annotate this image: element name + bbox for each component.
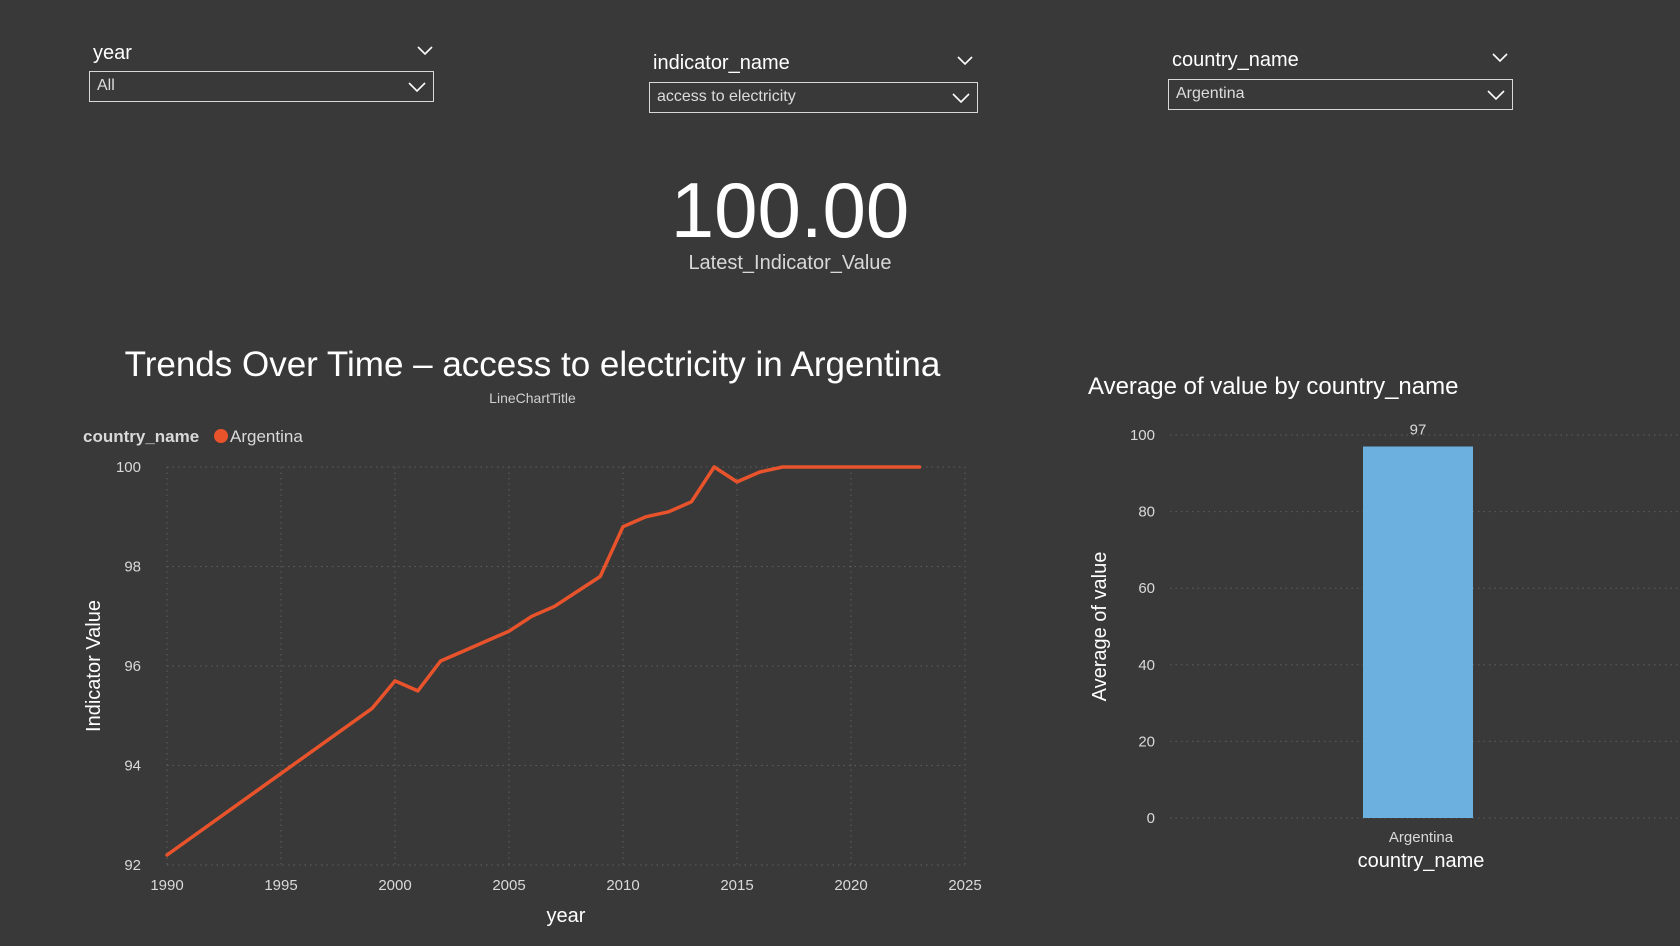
chevron-down-icon bbox=[1487, 90, 1505, 101]
chevron-down-icon[interactable] bbox=[956, 54, 974, 68]
legend-marker bbox=[214, 429, 228, 443]
y-tick-label: 98 bbox=[124, 559, 141, 576]
x-axis-label: year bbox=[547, 905, 586, 927]
year-dropdown-value: All bbox=[97, 77, 115, 94]
chevron-down-icon[interactable] bbox=[1491, 51, 1509, 65]
country-dropdown[interactable]: Argentina bbox=[1168, 79, 1513, 110]
y-tick-label: 96 bbox=[124, 658, 141, 675]
kpi-label: Latest_Indicator_Value bbox=[688, 252, 892, 274]
y-axis-label: Indicator Value bbox=[83, 600, 105, 732]
y-tick-label: 60 bbox=[1138, 580, 1155, 597]
legend-title: country_name bbox=[83, 427, 199, 446]
x-tick-label: Argentina bbox=[1389, 829, 1454, 846]
line-chart-title: Trends Over Time – access to electricity… bbox=[124, 345, 941, 384]
country-slicer-header[interactable]: country_name bbox=[1167, 45, 1513, 75]
x-tick-label: 2020 bbox=[834, 877, 867, 894]
chevron-down-icon bbox=[952, 93, 970, 104]
country-slicer: country_name Argentina bbox=[1167, 45, 1513, 110]
bar-chart[interactable]: 0 20 40 60 80 100 97 Argentina country_name Avera… bbox=[1080, 410, 1680, 890]
y-tick-label: 0 bbox=[1147, 810, 1155, 827]
year-slicer: year All bbox=[88, 38, 434, 102]
year-dropdown[interactable]: All bbox=[89, 71, 434, 102]
chevron-down-icon bbox=[408, 82, 426, 93]
indicator-dropdown-value: access to electricity bbox=[657, 88, 796, 105]
year-slicer-title: year bbox=[93, 42, 132, 64]
x-tick-label: 1990 bbox=[150, 877, 183, 894]
chevron-down-icon[interactable] bbox=[416, 44, 434, 58]
x-tick-label: 2010 bbox=[606, 877, 639, 894]
y-axis-label: Average of value bbox=[1089, 552, 1111, 702]
indicator-slicer-title: indicator_name bbox=[653, 52, 790, 74]
y-tick-label: 80 bbox=[1138, 504, 1155, 521]
indicator-dropdown[interactable]: access to electricity bbox=[649, 82, 978, 113]
x-tick-label: 1995 bbox=[264, 877, 297, 894]
x-tick-label: 2000 bbox=[378, 877, 411, 894]
country-dropdown-value: Argentina bbox=[1176, 85, 1245, 102]
y-tick-label: 20 bbox=[1138, 733, 1155, 750]
legend-item[interactable]: Argentina bbox=[230, 427, 303, 446]
data-label: 97 bbox=[1410, 421, 1427, 438]
kpi-value: 100.00 bbox=[670, 166, 910, 254]
series-line-argentina bbox=[165, 465, 922, 857]
indicator-slicer-header[interactable]: indicator_name bbox=[648, 48, 978, 78]
x-axis-label: country_name bbox=[1358, 850, 1485, 872]
y-tick-label: 40 bbox=[1138, 657, 1155, 674]
x-tick-label: 2005 bbox=[492, 877, 525, 894]
x-tick-label: 2025 bbox=[948, 877, 981, 894]
indicator-slicer: indicator_name access to electricity bbox=[648, 48, 978, 113]
bar-chart-title: Average of value by country_name bbox=[1088, 373, 1459, 400]
bar-argentina bbox=[1363, 446, 1473, 818]
line-chart-subtitle: LineChartTitle bbox=[489, 390, 576, 406]
y-tick-label: 100 bbox=[116, 459, 141, 476]
line-chart[interactable]: country_name Argentina 1990 1995 2000 2005 2… bbox=[0, 410, 1040, 930]
y-tick-label: 100 bbox=[1130, 427, 1155, 444]
y-tick-label: 94 bbox=[124, 758, 141, 775]
y-tick-label: 92 bbox=[124, 857, 141, 874]
country-slicer-title: country_name bbox=[1172, 49, 1299, 71]
x-tick-label: 2015 bbox=[720, 877, 753, 894]
year-slicer-header[interactable]: year bbox=[88, 38, 434, 68]
